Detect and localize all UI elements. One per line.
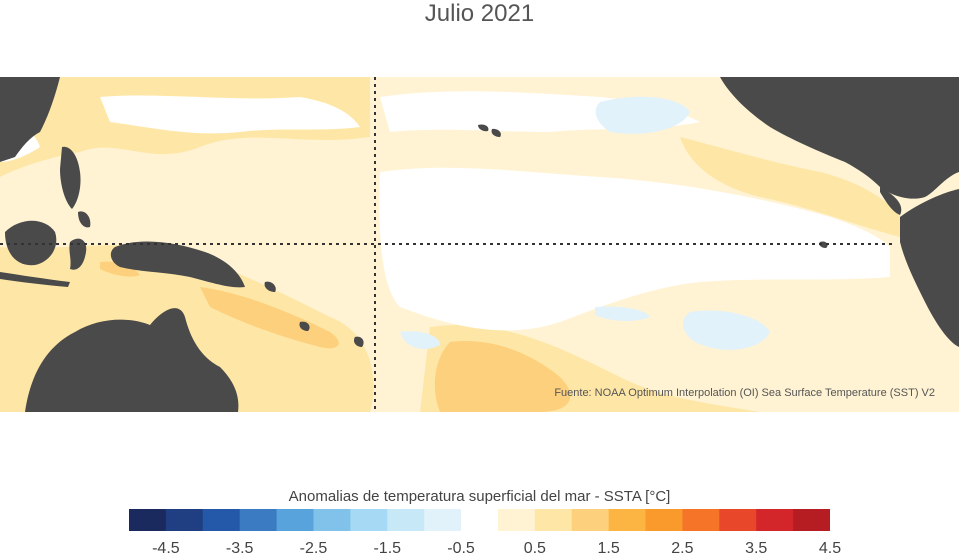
- colorbar-swatch: [424, 509, 462, 531]
- colorbar: [129, 509, 830, 531]
- colorbar-swatch: [534, 509, 573, 531]
- colorbar-swatch: [756, 509, 794, 531]
- anomaly-cool: [400, 331, 440, 349]
- colorbar-swatch: [608, 509, 647, 531]
- colorbar-label: Anomalias de temperatura superficial del…: [288, 488, 671, 505]
- colorbar-swatch: [350, 509, 388, 531]
- ssta-map: [0, 77, 959, 412]
- colorbar-swatch: [202, 509, 241, 531]
- anomaly-cool: [683, 310, 770, 350]
- colorbar-swatch: [239, 509, 278, 531]
- colorbar-swatch: [165, 509, 204, 531]
- colorbar-tick-label: -0.5: [447, 540, 475, 557]
- landmass: [0, 77, 959, 412]
- colorbar-swatch: [682, 509, 720, 531]
- colorbar-tick-label: 3.5: [745, 540, 768, 557]
- colorbar-swatch: [129, 509, 167, 531]
- colorbar-swatch: [461, 509, 499, 531]
- map-title: Julio 2021: [424, 0, 535, 27]
- colorbar-swatch: [793, 509, 830, 531]
- colorbar-swatch: [497, 509, 536, 531]
- colorbar-swatch: [313, 509, 351, 531]
- anomaly-cool: [595, 96, 690, 134]
- anomaly-neutral: [100, 95, 360, 134]
- colorbar-tick-label: -3.5: [225, 540, 254, 557]
- anomaly-warmer: [100, 261, 140, 277]
- source-credit: Fuente: NOAA Optimum Interpolation (OI) …: [554, 387, 935, 399]
- colorbar-swatch: [276, 509, 314, 531]
- colorbar-tick-label: 0.5: [523, 540, 546, 557]
- colorbar-swatch: [571, 509, 610, 531]
- anomaly-warmer: [434, 341, 571, 412]
- colorbar-swatch: [645, 509, 683, 531]
- colorbar-tick-label: 1.5: [597, 540, 620, 557]
- colorbar-tick-label: 2.5: [671, 540, 694, 557]
- colorbar-swatch: [719, 509, 757, 531]
- anomaly-cool: [595, 306, 650, 321]
- colorbar-tick-label: -2.5: [299, 540, 328, 557]
- colorbar-tick-label: -1.5: [373, 540, 402, 557]
- colorbar-swatch: [387, 509, 425, 531]
- anomaly-neutral: [379, 167, 890, 331]
- colorbar-tick-label: 4.5: [818, 540, 842, 557]
- anomaly-warmer: [200, 287, 339, 349]
- colorbar-tick-label: -4.5: [152, 540, 180, 557]
- anomaly-warm: [680, 137, 900, 237]
